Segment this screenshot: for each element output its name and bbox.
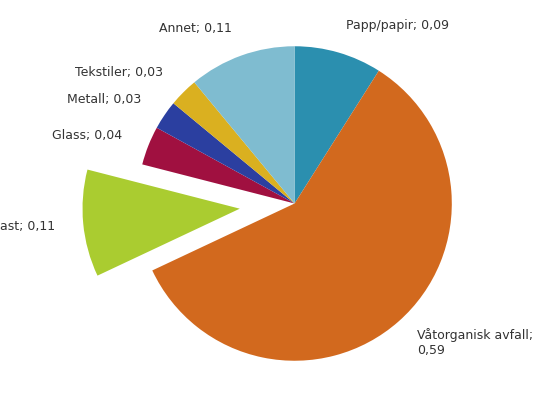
Wedge shape xyxy=(143,128,294,204)
Text: Papp/papir; 0,09: Papp/papir; 0,09 xyxy=(346,19,449,32)
Wedge shape xyxy=(174,82,294,204)
Wedge shape xyxy=(157,103,294,204)
Wedge shape xyxy=(82,170,240,276)
Text: Tekstiler; 0,03: Tekstiler; 0,03 xyxy=(75,66,163,79)
Wedge shape xyxy=(294,46,379,204)
Text: Metall; 0,03: Metall; 0,03 xyxy=(67,93,141,106)
Text: Glass; 0,04: Glass; 0,04 xyxy=(52,129,122,142)
Text: Plast; 0,11: Plast; 0,11 xyxy=(0,220,55,233)
Text: Våtorganisk avfall;
0,59: Våtorganisk avfall; 0,59 xyxy=(417,328,533,357)
Wedge shape xyxy=(194,46,294,204)
Text: Annet; 0,11: Annet; 0,11 xyxy=(159,22,232,35)
Wedge shape xyxy=(152,71,452,361)
